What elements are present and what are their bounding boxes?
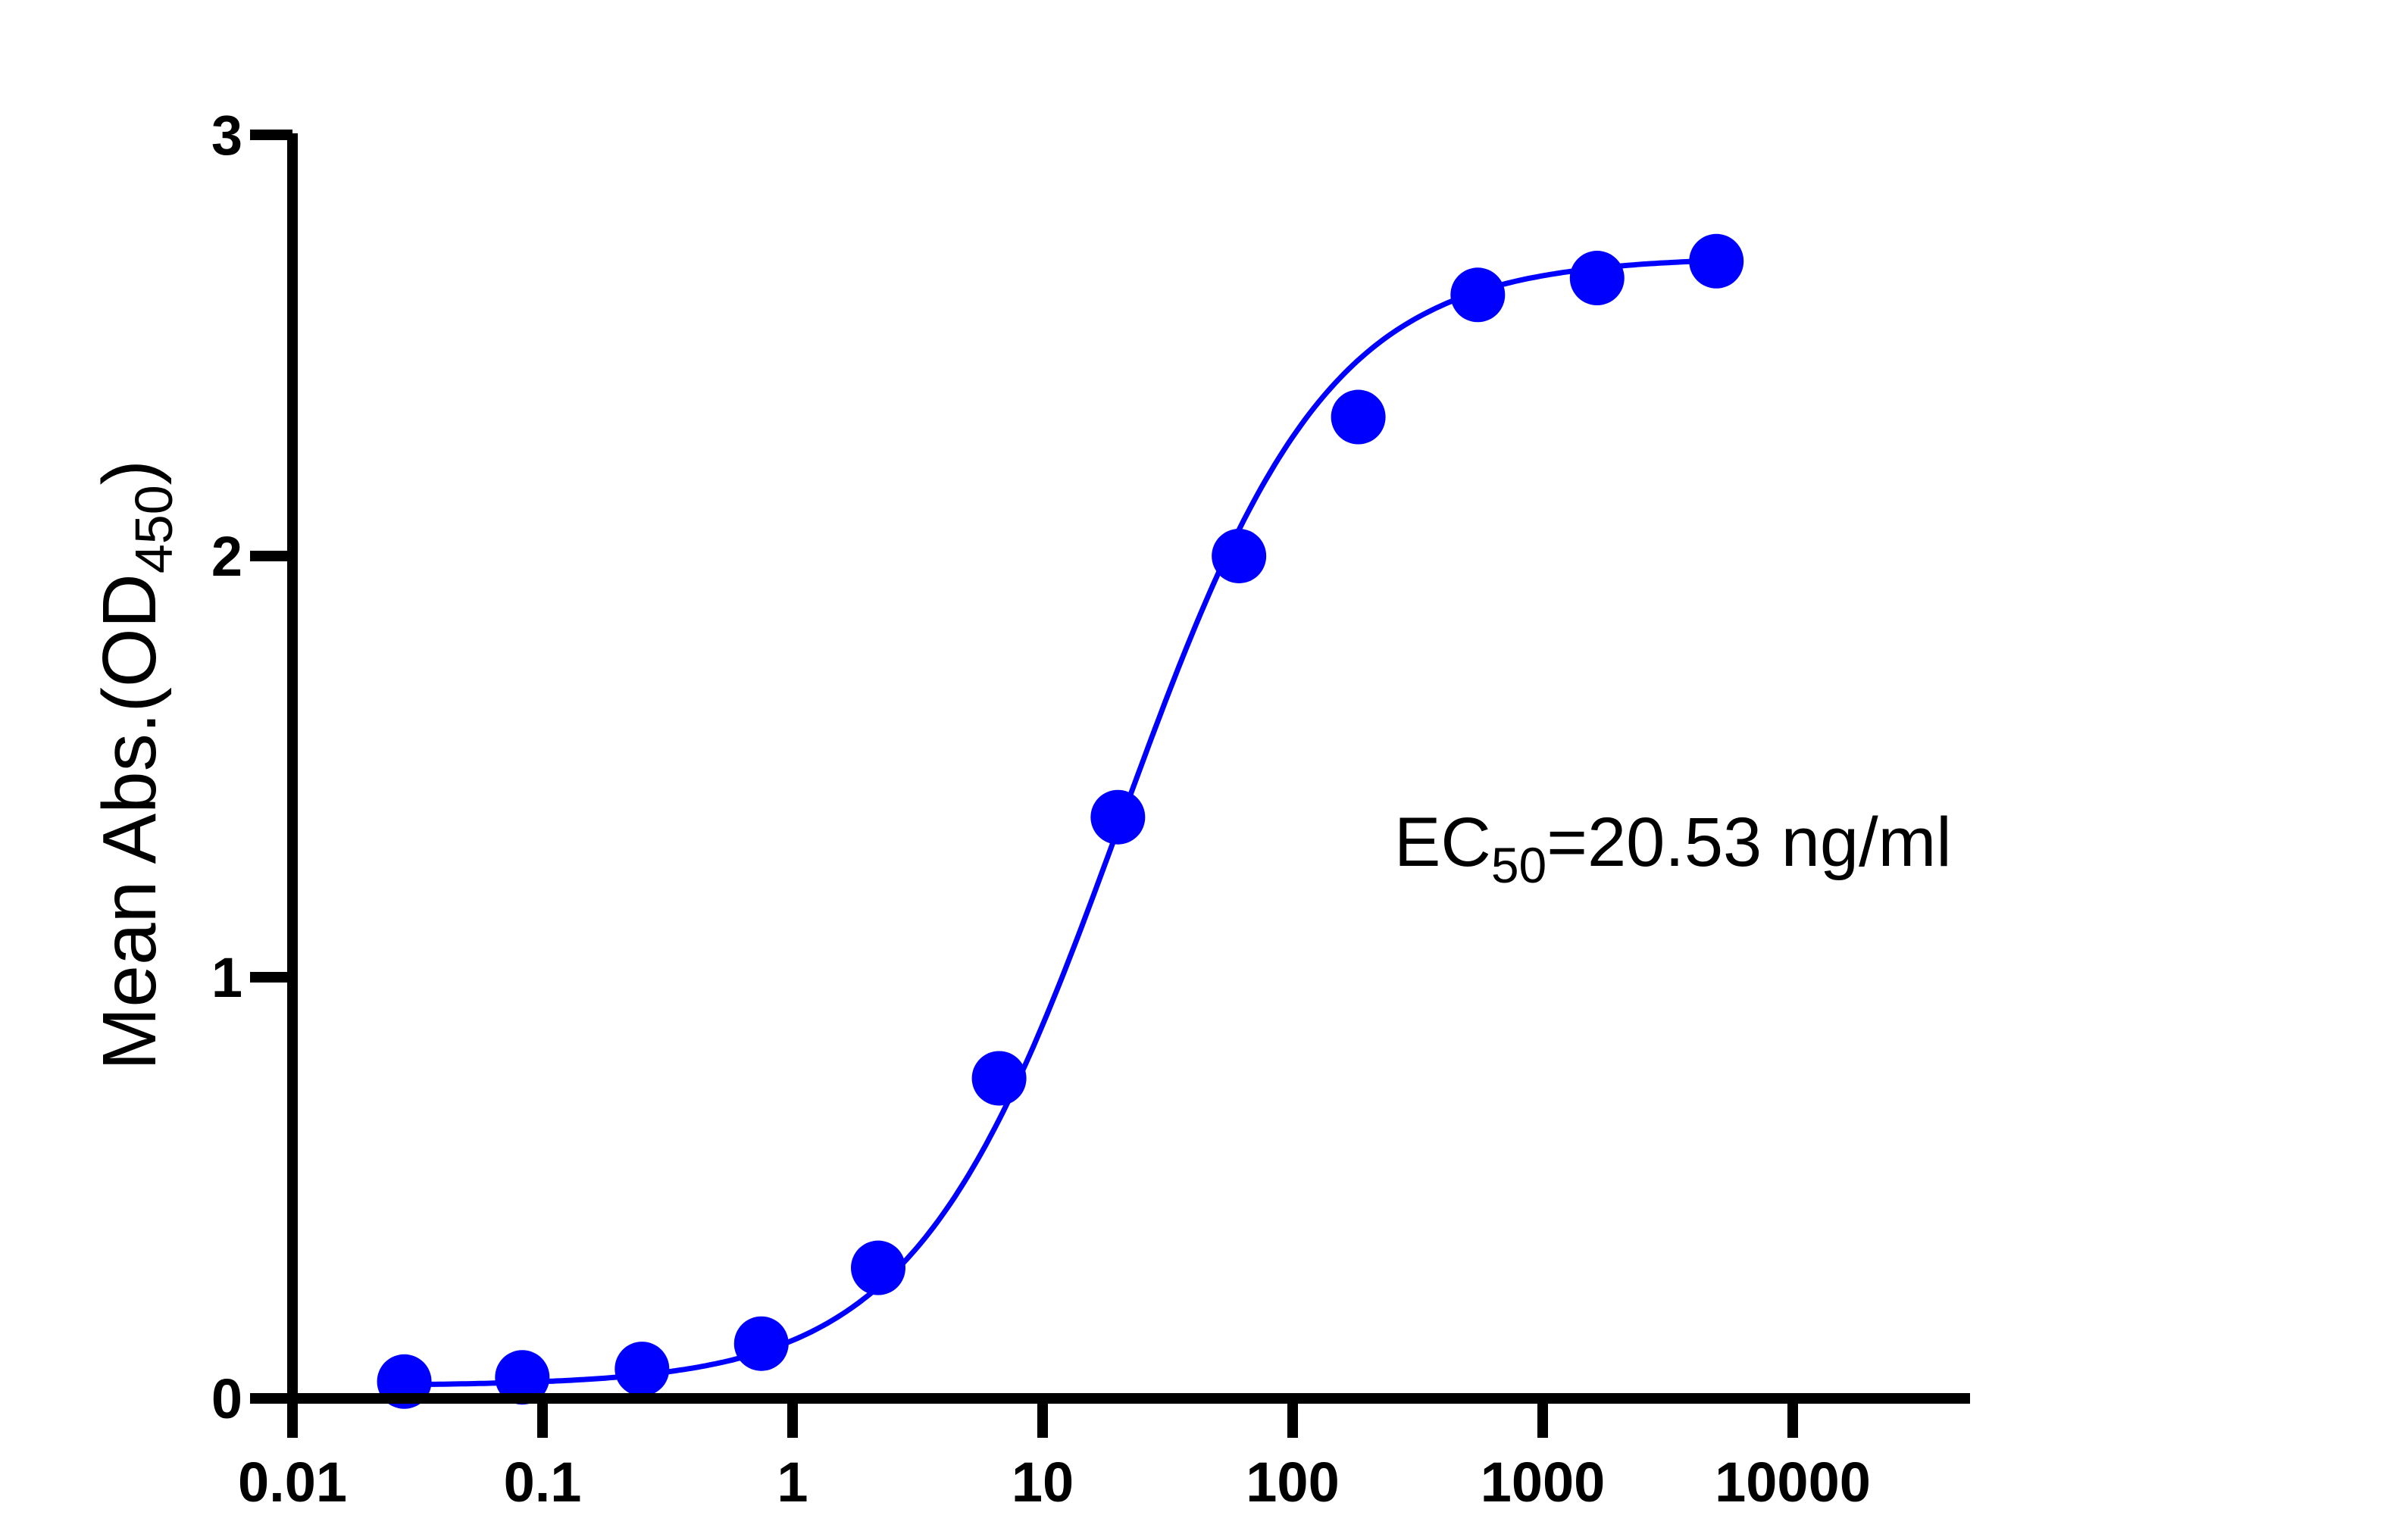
data-point	[1212, 529, 1267, 583]
x-tick-label: 10	[1012, 1451, 1074, 1514]
y-tick-label: 0	[211, 1367, 242, 1430]
ec50-annotation: EC50=20.53 ng/ml	[1394, 804, 1952, 893]
x-tick-label: 1	[777, 1451, 808, 1514]
data-point	[1450, 267, 1506, 323]
y-tick-label: 1	[211, 946, 242, 1009]
fit-curve-line	[404, 258, 1717, 1388]
data-point	[1569, 251, 1625, 306]
y-tick-label: 3	[211, 104, 242, 167]
x-tick-label: 0.1	[504, 1451, 582, 1514]
data-point	[1331, 389, 1386, 445]
data-point	[1689, 233, 1744, 289]
data-points-layer	[377, 233, 1744, 1409]
fit-curve-layer	[404, 258, 1717, 1388]
y-axis-title: Mean Abs.(OD450)	[87, 460, 183, 1070]
data-point	[850, 1240, 905, 1295]
data-point	[495, 1350, 550, 1405]
x-tick-label: 0.01	[238, 1451, 347, 1514]
data-point	[971, 1051, 1027, 1106]
x-tick-label: 100	[1246, 1451, 1339, 1514]
data-point	[1090, 789, 1146, 845]
data-point	[733, 1316, 789, 1371]
axes-layer	[250, 130, 1970, 1438]
x-tick-label: 10000	[1715, 1451, 1871, 1514]
y-tick-label: 2	[211, 525, 242, 588]
data-point	[615, 1342, 670, 1397]
tick-labels-layer: 0 1 2 3 0.01 0.1 1 10 100 1000 10000	[211, 104, 1871, 1514]
x-tick-label: 1000	[1481, 1451, 1606, 1514]
